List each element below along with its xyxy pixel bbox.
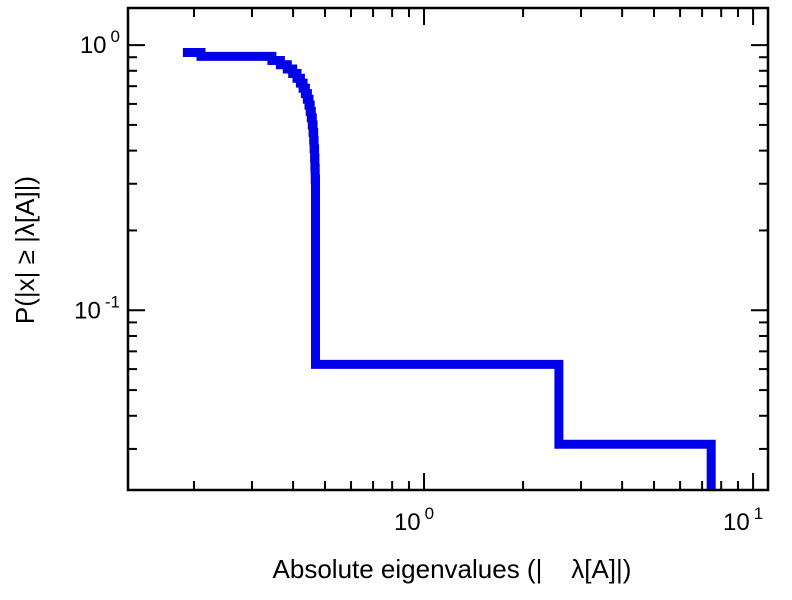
y-tick-label: 10 -1 [74, 292, 120, 324]
x-axis-label: Absolute eigenvalues (| λ[A]|) [273, 554, 632, 584]
ticks-group [128, 8, 768, 490]
x-tick-label: 10 1 [723, 504, 763, 536]
y-tick-label: 10 0 [80, 27, 120, 59]
x-tick-label: 10 0 [394, 504, 434, 536]
series-group [182, 48, 716, 490]
series-eigenvalue-ccdf [182, 48, 716, 490]
plot-frame [126, 6, 770, 492]
plot-area [128, 8, 768, 490]
y-axis-label: P(|x| ≥ |λ[A]|) [10, 176, 40, 324]
